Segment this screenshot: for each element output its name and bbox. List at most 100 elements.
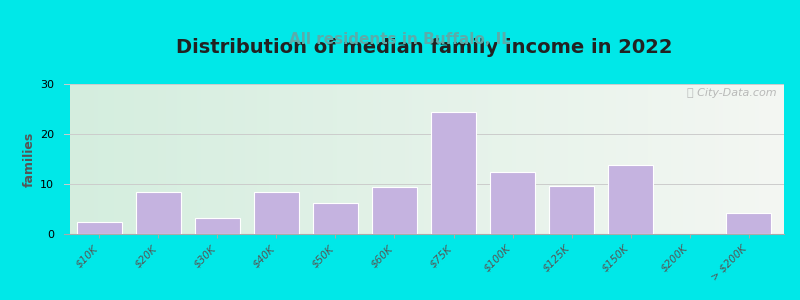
Bar <box>154 84 158 234</box>
Bar <box>106 84 110 234</box>
Bar <box>592 84 596 234</box>
Bar <box>74 84 78 234</box>
Bar <box>285 84 289 234</box>
Bar <box>779 84 783 234</box>
Bar <box>114 84 118 234</box>
Bar <box>377 84 381 234</box>
Bar <box>452 84 456 234</box>
Bar <box>628 84 631 234</box>
Bar <box>158 84 162 234</box>
Bar <box>281 84 285 234</box>
Bar <box>150 84 154 234</box>
Bar <box>238 84 241 234</box>
Bar <box>314 202 358 234</box>
Bar <box>389 84 393 234</box>
Bar <box>353 84 357 234</box>
Bar <box>799 84 800 234</box>
Bar <box>293 84 297 234</box>
Bar <box>166 84 170 234</box>
Bar <box>254 191 298 234</box>
Bar <box>202 84 206 234</box>
Bar <box>460 84 464 234</box>
Bar <box>206 84 210 234</box>
Bar <box>747 84 751 234</box>
Bar <box>372 187 417 234</box>
Bar <box>110 84 114 234</box>
Bar <box>448 84 452 234</box>
Bar <box>425 84 429 234</box>
Bar <box>195 218 239 234</box>
Bar <box>70 84 74 234</box>
Bar <box>735 84 739 234</box>
Bar <box>162 84 166 234</box>
Bar <box>194 84 198 234</box>
Bar <box>568 84 572 234</box>
Text: ⓘ City-Data.com: ⓘ City-Data.com <box>687 88 777 98</box>
Bar <box>508 84 512 234</box>
Bar <box>663 84 667 234</box>
Bar <box>234 84 238 234</box>
Bar <box>609 165 653 234</box>
Bar <box>711 84 715 234</box>
Bar <box>369 84 373 234</box>
Bar <box>405 84 409 234</box>
Bar <box>743 84 747 234</box>
Bar <box>492 84 496 234</box>
Bar <box>731 84 735 234</box>
Bar <box>528 84 532 234</box>
Bar <box>146 84 150 234</box>
Bar <box>122 84 126 234</box>
Bar <box>230 84 234 234</box>
Bar <box>783 84 787 234</box>
Bar <box>261 84 265 234</box>
Bar <box>226 84 230 234</box>
Bar <box>222 84 226 234</box>
Bar <box>134 84 138 234</box>
Bar <box>667 84 671 234</box>
Bar <box>210 84 214 234</box>
Bar <box>715 84 719 234</box>
Bar <box>249 84 253 234</box>
Bar <box>214 84 218 234</box>
Bar <box>659 84 663 234</box>
Bar <box>719 84 723 234</box>
Bar <box>604 84 608 234</box>
Bar <box>683 84 687 234</box>
Bar <box>102 84 106 234</box>
Bar <box>572 84 576 234</box>
Bar <box>739 84 743 234</box>
Bar <box>186 84 190 234</box>
Text: All residents in Buffalo, IL: All residents in Buffalo, IL <box>289 32 511 46</box>
Bar <box>612 84 616 234</box>
Bar <box>329 84 333 234</box>
Bar <box>345 84 349 234</box>
Bar <box>126 84 130 234</box>
Bar <box>791 84 795 234</box>
Bar <box>325 84 329 234</box>
Bar <box>548 84 552 234</box>
Bar <box>552 84 556 234</box>
Bar <box>532 84 536 234</box>
Bar <box>755 84 759 234</box>
Bar <box>687 84 691 234</box>
Bar <box>771 84 775 234</box>
Bar <box>198 84 202 234</box>
Bar <box>520 84 524 234</box>
Bar <box>245 84 249 234</box>
Bar <box>78 84 82 234</box>
Bar <box>695 84 699 234</box>
Bar <box>94 84 98 234</box>
Bar <box>337 84 341 234</box>
Bar <box>257 84 261 234</box>
Bar <box>170 84 174 234</box>
Bar <box>78 221 122 234</box>
Bar <box>675 84 679 234</box>
Bar <box>500 84 504 234</box>
Bar <box>409 84 413 234</box>
Bar <box>620 84 624 234</box>
Bar <box>433 84 436 234</box>
Bar <box>178 84 182 234</box>
Bar <box>480 84 484 234</box>
Bar <box>550 185 594 234</box>
Bar <box>142 84 146 234</box>
